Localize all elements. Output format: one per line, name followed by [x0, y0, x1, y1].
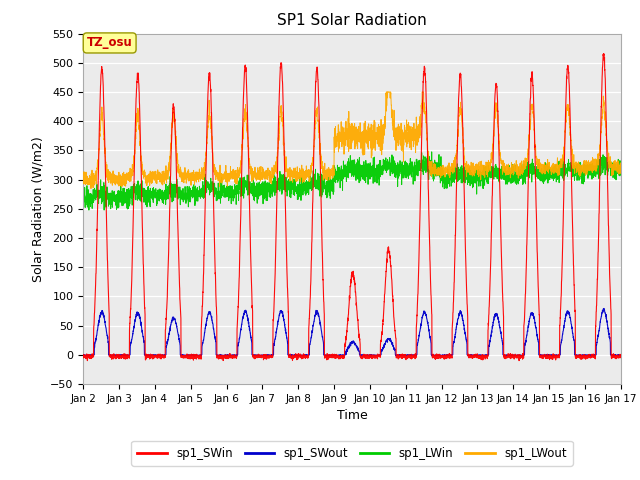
Y-axis label: Solar Radiation (W/m2): Solar Radiation (W/m2)	[31, 136, 45, 282]
X-axis label: Time: Time	[337, 409, 367, 422]
Legend: sp1_SWin, sp1_SWout, sp1_LWin, sp1_LWout: sp1_SWin, sp1_SWout, sp1_LWin, sp1_LWout	[131, 441, 573, 466]
Text: TZ_osu: TZ_osu	[87, 36, 132, 49]
Title: SP1 Solar Radiation: SP1 Solar Radiation	[277, 13, 427, 28]
